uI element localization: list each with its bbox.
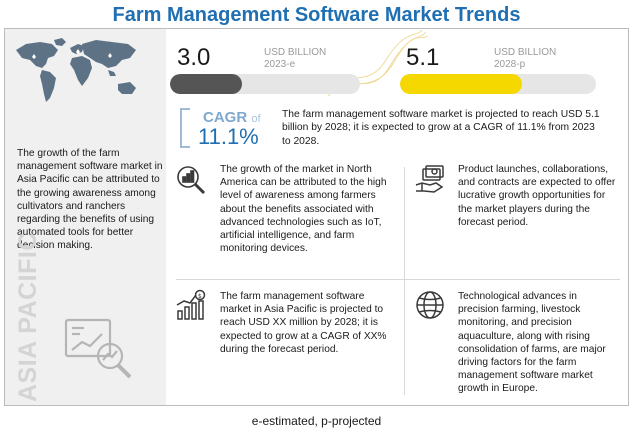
market-2028-bar-fill — [400, 74, 522, 94]
magnifier-chart-icon — [177, 166, 206, 195]
cagr-bracket — [180, 108, 190, 148]
europe-text: Technological advances in precision farm… — [458, 291, 606, 395]
infographic-frame — [4, 28, 629, 406]
north-america-text: The growth of the market in North Americ… — [220, 164, 387, 255]
footnote: e-estimated, p-projected — [251, 414, 382, 428]
product-launches-text: Product launches, collaborations, and co… — [458, 164, 616, 228]
growth-chart-icon: $ — [176, 289, 206, 320]
cagr-of-text: of — [251, 113, 261, 125]
market-2023-value: 3.0 — [177, 44, 211, 71]
globe-icon — [416, 291, 444, 319]
world-map-icon — [16, 38, 136, 102]
cagr-label-text: CAGR — [203, 109, 248, 126]
analytics-magnifier-icon — [64, 318, 132, 379]
market-2028-value: 5.1 — [406, 44, 440, 71]
cagr-value: 11.1% — [198, 124, 259, 149]
market-2028-unit: USD BILLION — [494, 47, 557, 58]
cagr-label: CAGR of — [203, 109, 261, 126]
grid-divider-horizontal — [176, 279, 620, 280]
market-summary: The farm management software market is p… — [282, 109, 600, 147]
market-2023-bar — [170, 74, 360, 94]
region-panel — [5, 29, 166, 405]
svg-text:$: $ — [198, 293, 202, 300]
region-description: The growth of the farm management softwa… — [17, 148, 163, 252]
grid-divider-vertical — [404, 167, 405, 395]
market-2028-bar — [400, 74, 596, 94]
market-2023-bar-fill — [170, 74, 243, 94]
asia-pacific-text: The farm management software market in A… — [220, 291, 387, 355]
market-2028-year: 2028-p — [494, 59, 526, 70]
money-hand-icon — [415, 165, 444, 193]
market-2023-year: 2023-e — [264, 59, 296, 70]
market-2023-unit: USD BILLION — [264, 47, 327, 58]
page-title: Farm Management Software Market Trends — [112, 4, 521, 26]
region-label: ASIA PACIFIC — [14, 232, 42, 402]
